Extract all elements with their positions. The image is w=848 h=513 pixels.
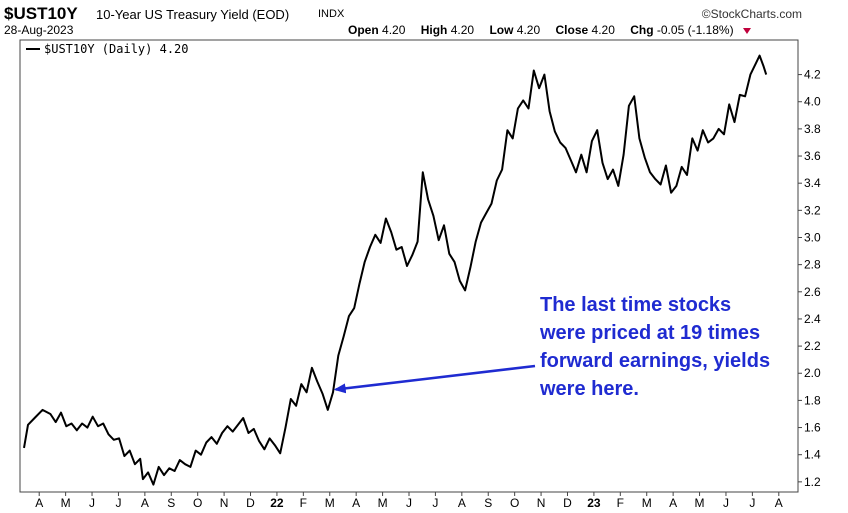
- high-label: High: [420, 23, 448, 37]
- chg-label: Chg: [630, 23, 654, 37]
- x-tick-label: J: [723, 496, 729, 510]
- x-tick-label: M: [642, 496, 652, 510]
- y-tick-label: 3.0: [804, 230, 821, 244]
- x-tick-label: 23: [587, 496, 601, 510]
- y-tick-label: 3.2: [804, 203, 821, 217]
- ohlc-readout: Open 4.20 High 4.20 Low 4.20 Close 4.20 …: [348, 23, 763, 37]
- y-tick-label: 1.2: [804, 475, 821, 489]
- open-label: Open: [348, 23, 379, 37]
- low-value: 4.20: [516, 23, 541, 37]
- y-tick-label: 1.4: [804, 448, 821, 462]
- y-tick-label: 1.6: [804, 421, 821, 435]
- x-tick-label: S: [484, 496, 492, 510]
- x-tick-label: J: [89, 496, 95, 510]
- x-tick-label: M: [695, 496, 705, 510]
- chart-title: 10-Year US Treasury Yield (EOD): [96, 7, 290, 22]
- y-axis: 1.2 1.4 1.6 1.8 2.0 2.2 2.4 2.6 2.8 3.0 3.2 3.4 3.6 3…: [798, 68, 821, 489]
- y-tick-label: 2.6: [804, 285, 821, 299]
- y-tick-label: 1.8: [804, 393, 821, 407]
- y-tick-label: 4.2: [804, 68, 821, 82]
- x-axis: A M J J A S O N D 22 F M A M J J A S O N D 23 F M A M J J A: [35, 492, 783, 510]
- x-tick-label: M: [325, 496, 335, 510]
- chart-header: $UST10Y 10-Year US Treasury Yield (EOD) …: [0, 0, 848, 40]
- x-tick-label: D: [563, 496, 572, 510]
- y-tick-label: 2.8: [804, 258, 821, 272]
- x-tick-label: F: [617, 496, 624, 510]
- x-tick-label: J: [115, 496, 121, 510]
- y-tick-label: 3.4: [804, 176, 821, 190]
- y-tick-label: 2.0: [804, 366, 821, 380]
- x-tick-label: 22: [270, 496, 284, 510]
- plot-frame: [19, 39, 799, 493]
- y-tick-label: 3.8: [804, 122, 821, 136]
- legend-label: $UST10Y (Daily) 4.20: [44, 42, 189, 56]
- annotation: The last time stocks were priced at 19 ti…: [333, 294, 770, 400]
- high-value: 4.20: [450, 23, 475, 37]
- x-tick-label: M: [378, 496, 388, 510]
- annotation-line: were here.: [539, 378, 639, 400]
- chg-value: -0.05 (-1.18%): [656, 23, 734, 37]
- brand-label[interactable]: ©StockCharts.com: [701, 7, 802, 21]
- y-tick-label: 2.4: [804, 312, 821, 326]
- x-tick-label: N: [537, 496, 546, 510]
- y-tick-label: 2.2: [804, 339, 821, 353]
- x-tick-label: O: [510, 496, 519, 510]
- x-tick-label: A: [352, 496, 360, 510]
- x-tick-label: A: [141, 496, 149, 510]
- x-tick-label: A: [669, 496, 677, 510]
- date-label: 28-Aug-2023: [4, 23, 74, 37]
- x-tick-label: A: [458, 496, 466, 510]
- x-tick-label: A: [775, 496, 783, 510]
- legend: $UST10Y (Daily) 4.20: [26, 42, 189, 56]
- open-value: 4.20: [382, 23, 406, 37]
- x-tick-label: J: [432, 496, 438, 510]
- y-tick-label: 3.6: [804, 149, 821, 163]
- x-tick-label: M: [61, 496, 71, 510]
- exchange-label: INDX: [318, 8, 345, 20]
- x-tick-label: N: [220, 496, 229, 510]
- yield-series-line: [23, 54, 768, 486]
- symbol-label: $UST10Y: [4, 4, 78, 23]
- x-tick-label: F: [300, 496, 307, 510]
- close-value: 4.20: [591, 23, 615, 37]
- annotation-line: forward earnings, yields: [540, 350, 770, 372]
- x-tick-label: D: [246, 496, 255, 510]
- annotation-line: were priced at 19 times: [539, 322, 760, 344]
- x-tick-label: J: [749, 496, 755, 510]
- y-tick-label: 4.0: [804, 95, 821, 109]
- low-label: Low: [489, 23, 514, 37]
- annotation-arrow: [333, 364, 536, 394]
- x-tick-label: J: [406, 496, 412, 510]
- x-tick-label: S: [167, 496, 175, 510]
- close-label: Close: [555, 23, 589, 37]
- x-tick-label: A: [35, 496, 43, 510]
- x-tick-label: O: [193, 496, 202, 510]
- annotation-line: The last time stocks: [540, 294, 731, 316]
- down-arrow-icon: [742, 27, 751, 34]
